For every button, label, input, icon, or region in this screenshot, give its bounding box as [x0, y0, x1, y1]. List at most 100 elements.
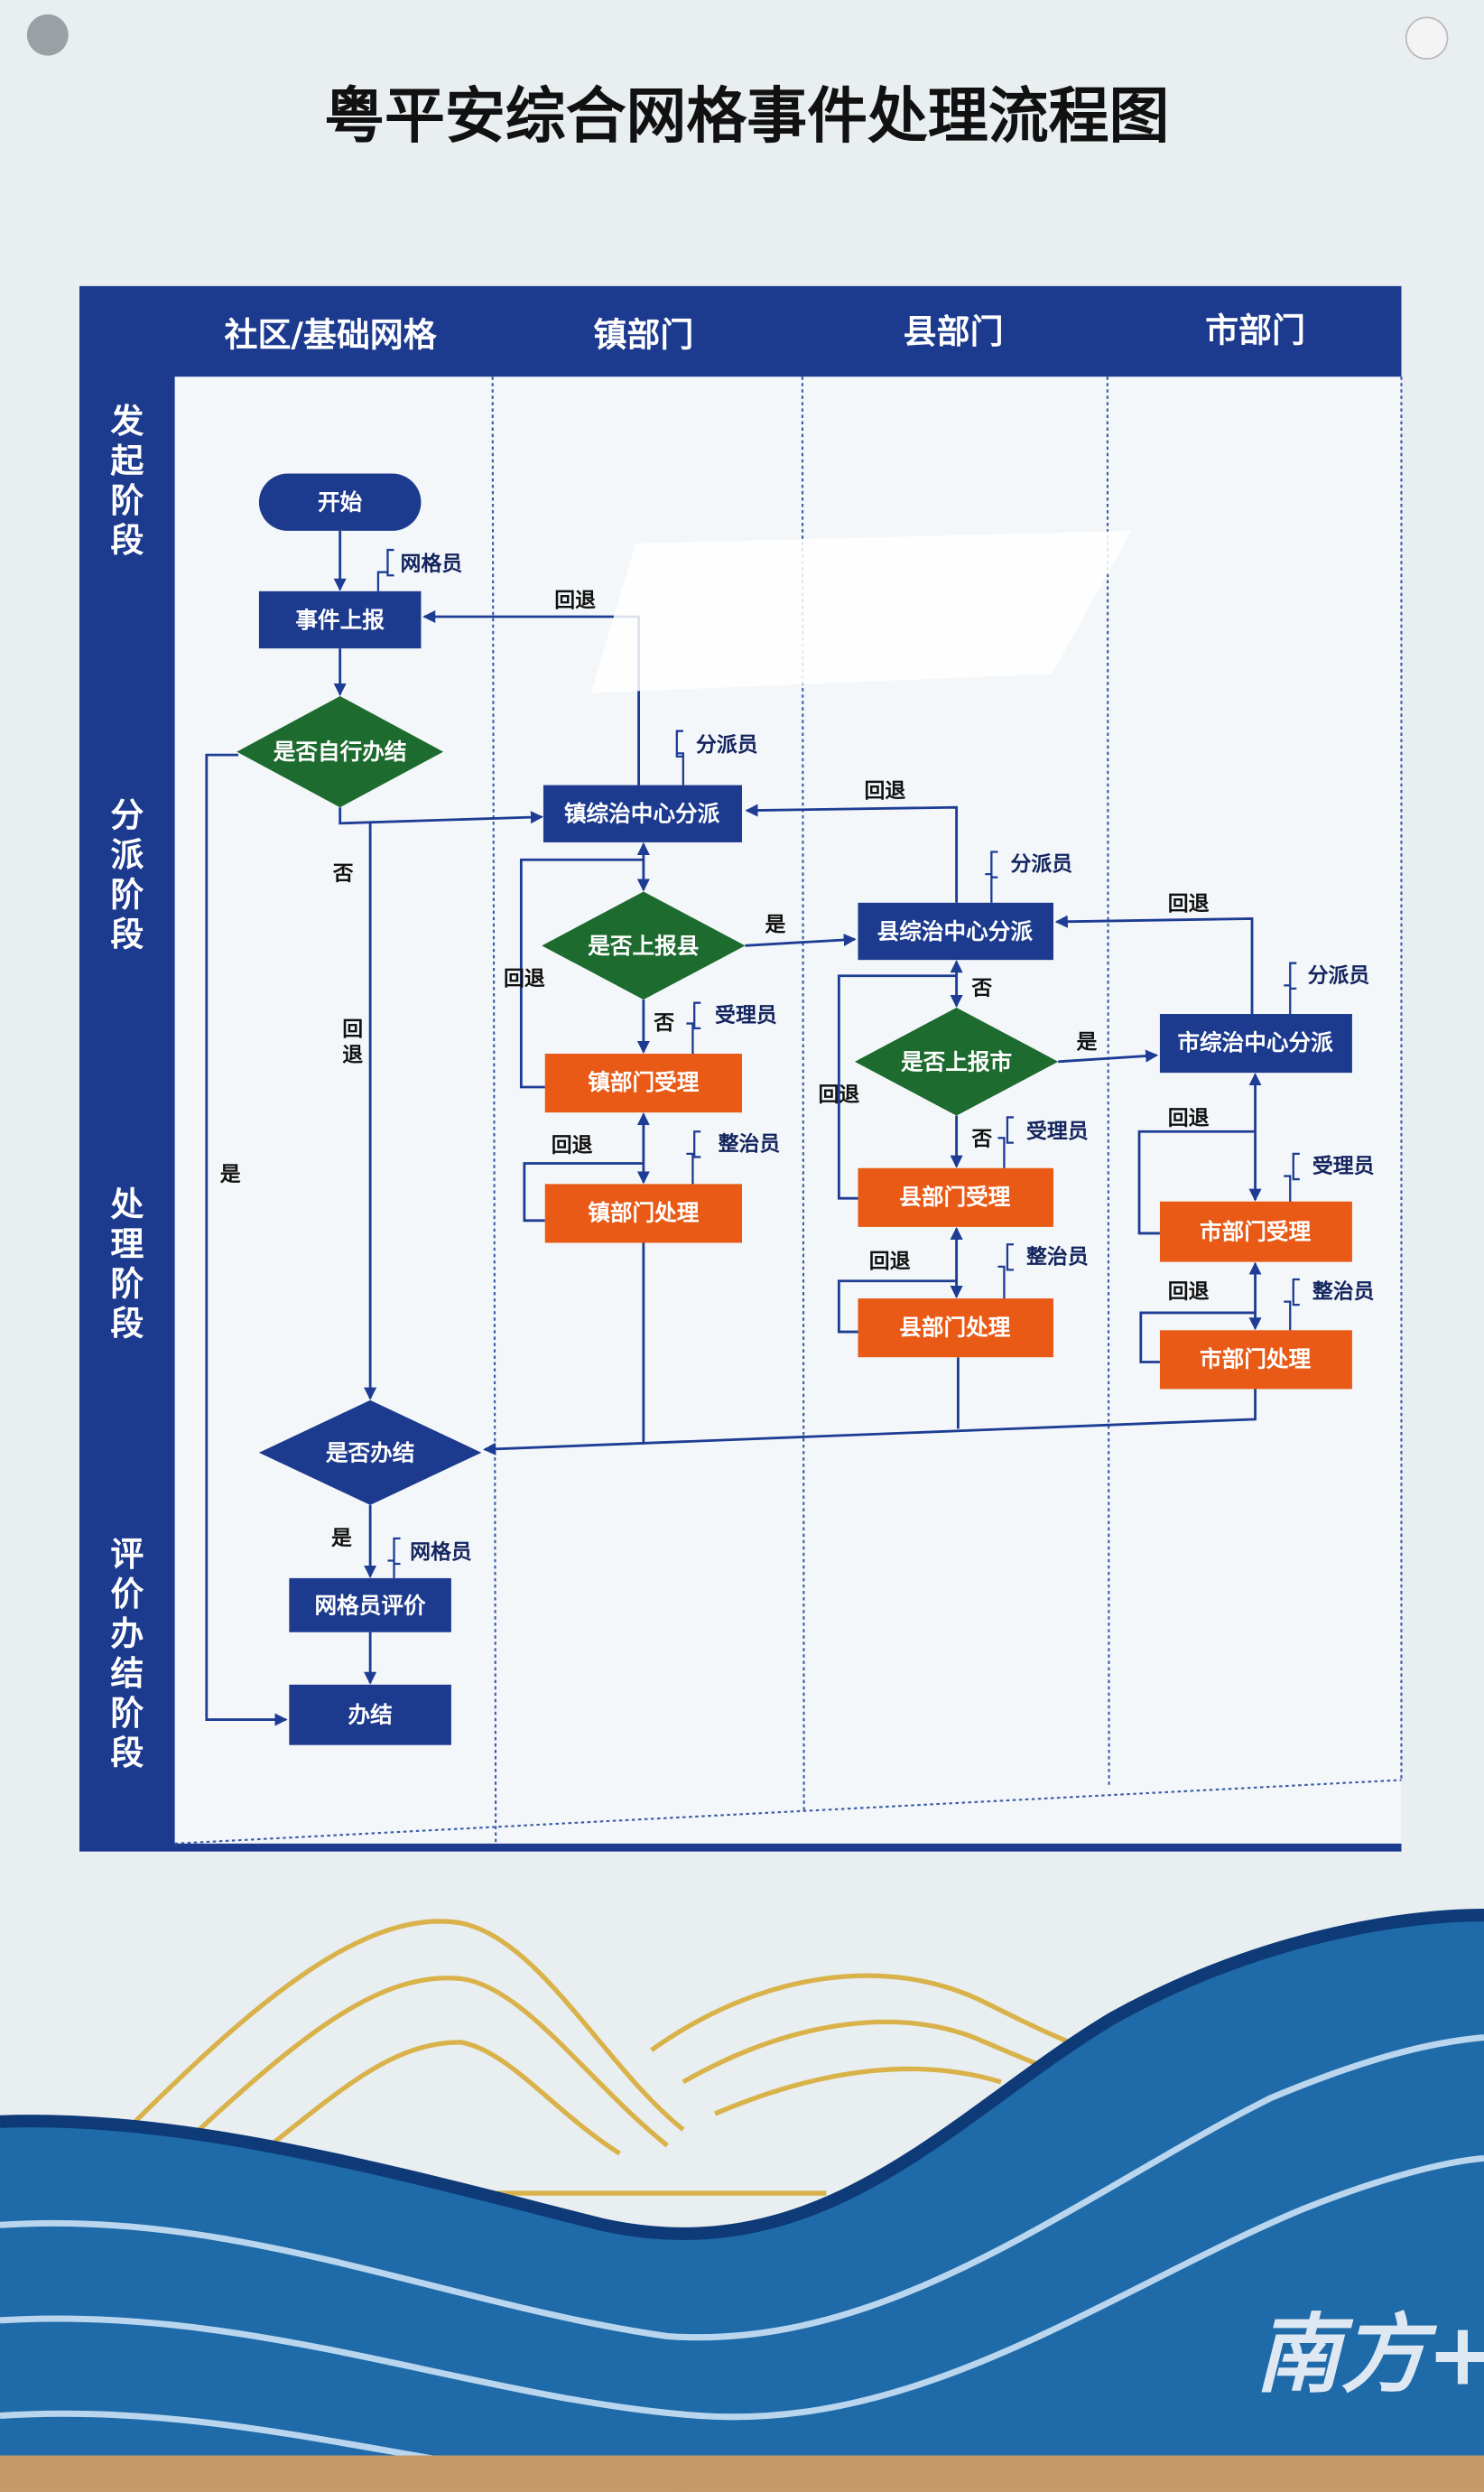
svg-text:办结: 办结: [348, 1702, 392, 1728]
phase-label-char: 阶: [110, 875, 144, 914]
label-yes: 是: [220, 1163, 241, 1186]
phase-label-char: 阶: [110, 481, 144, 520]
phase-label-char: 发: [110, 402, 144, 441]
label-no: 否: [970, 977, 992, 1000]
phase-label-char: 处: [110, 1186, 144, 1224]
label-yes: 是: [1077, 1031, 1098, 1055]
phase-label-char: 段: [110, 915, 144, 953]
decision-report-county: 是否上报县: [542, 891, 746, 1000]
phase-label-char: 起: [110, 442, 144, 480]
phase-label-char: 段: [110, 1734, 144, 1772]
lane-header-community: 社区/基础网格: [225, 316, 438, 355]
label-return: 回退: [818, 1083, 859, 1107]
role-rectifier: 整治员: [1026, 1244, 1089, 1269]
label-return: 回退: [869, 1251, 911, 1274]
role-acceptor: 受理员: [1312, 1154, 1375, 1178]
svg-text:是否上报县: 是否上报县: [588, 933, 699, 959]
role-rectifier: 整治员: [1312, 1279, 1375, 1304]
lane-header-town: 镇部门: [593, 316, 693, 355]
lane-divider: [491, 377, 497, 1844]
phase-label-char: 评: [110, 1535, 144, 1574]
svg-text:是否自行办结: 是否自行办结: [274, 739, 407, 765]
label-return: 回退: [1168, 1107, 1210, 1130]
role-dispatcher: 分派员: [696, 734, 758, 758]
role-acceptor: 受理员: [715, 1003, 777, 1027]
svg-text:县部门受理: 县部门受理: [899, 1184, 1011, 1210]
label-return: 回: [342, 1018, 363, 1042]
node-county-dispatch: 县综治中心分派: [858, 902, 1053, 961]
lane-divider: [801, 377, 805, 1812]
label-yes: 是: [765, 913, 786, 936]
phase-label-char: 分: [110, 795, 144, 834]
label-return: 回退: [1168, 893, 1210, 916]
decision-report-city: 是否上报市: [854, 1007, 1059, 1116]
svg-text:县部门处理: 县部门处理: [899, 1314, 1011, 1340]
svg-text:是否上报市: 是否上报市: [901, 1048, 1012, 1074]
lane-divider: [174, 1779, 1402, 1845]
edges: [205, 530, 1262, 1726]
label-return: 回退: [1168, 1280, 1210, 1304]
phase-label-char: 理: [110, 1225, 144, 1264]
node-evaluate: 网格员评价: [289, 1577, 451, 1632]
node-city-handle: 市部门处理: [1159, 1330, 1352, 1390]
label-return: 回退: [504, 967, 545, 990]
node-report: 事件上报: [258, 590, 422, 649]
node-city-accept: 市部门受理: [1159, 1201, 1352, 1262]
role-rectifier: 整治员: [719, 1131, 781, 1156]
phase-label-char: 办: [110, 1614, 144, 1653]
svg-text:镇部门处理: 镇部门处理: [588, 1200, 700, 1226]
node-county-handle: 县部门处理: [858, 1298, 1053, 1358]
phase-label-char: 价: [110, 1575, 144, 1613]
lane-header-city: 市部门: [1205, 311, 1305, 349]
decorative-waves: [0, 1908, 1484, 2492]
label-return: 回退: [554, 589, 596, 612]
svg-text:镇部门受理: 镇部门受理: [588, 1069, 700, 1095]
label-yes: 是: [331, 1527, 352, 1550]
svg-text:市部门受理: 市部门受理: [1200, 1219, 1312, 1245]
svg-text:网格员评价: 网格员评价: [315, 1592, 427, 1618]
lane-divider: [1106, 377, 1110, 1789]
phase-label-char: 阶: [110, 1694, 144, 1733]
label-return: 回退: [552, 1134, 593, 1158]
node-county-accept: 县部门受理: [858, 1167, 1053, 1227]
label-return: 回退: [865, 780, 906, 804]
role-annotations: 网格员 分派员 分派员 分派员 受理员 整治员 受理员 整治员 受理员 整治员 …: [376, 548, 1375, 1578]
svg-text:是否办结: 是否办结: [326, 1439, 415, 1465]
role-acceptor: 受理员: [1026, 1119, 1089, 1143]
watermark-logo: 南方+: [1256, 2305, 1484, 2404]
role-gridman: 网格员: [410, 1540, 472, 1565]
node-town-accept: 镇部门受理: [544, 1054, 742, 1113]
screw-icon: [1405, 16, 1449, 60]
phase-label-char: 段: [110, 521, 144, 560]
label-return: 退: [342, 1044, 363, 1067]
svg-text:开始: 开始: [318, 489, 363, 516]
label-no: 否: [970, 1128, 992, 1151]
node-city-dispatch: 市综治中心分派: [1159, 1014, 1352, 1074]
phase-label-char: 结: [110, 1654, 144, 1693]
phase-label-char: 派: [110, 835, 144, 874]
node-start: 开始: [258, 473, 422, 531]
role-gridman: 网格员: [401, 552, 463, 576]
svg-text:县综治中心分派: 县综治中心分派: [877, 918, 1034, 944]
lane-header-county: 县部门: [904, 312, 1004, 351]
node-town-dispatch: 镇综治中心分派: [543, 785, 742, 842]
svg-text:事件上报: 事件上报: [295, 607, 385, 633]
svg-text:市部门处理: 市部门处理: [1200, 1345, 1312, 1372]
node-town-handle: 镇部门处理: [544, 1184, 742, 1243]
label-no: 否: [653, 1012, 674, 1036]
svg-text:市综治中心分派: 市综治中心分派: [1177, 1029, 1333, 1055]
node-close: 办结: [289, 1684, 451, 1745]
phase-label-char: 阶: [110, 1265, 144, 1304]
page-title: 粤平安综合网格事件处理流程图: [324, 80, 1169, 151]
decision-resolved: 是否办结: [258, 1399, 482, 1505]
glare: [590, 530, 1132, 693]
role-dispatcher: 分派员: [1308, 964, 1370, 988]
label-no: 否: [332, 862, 354, 886]
phase-label-char: 段: [110, 1305, 144, 1344]
